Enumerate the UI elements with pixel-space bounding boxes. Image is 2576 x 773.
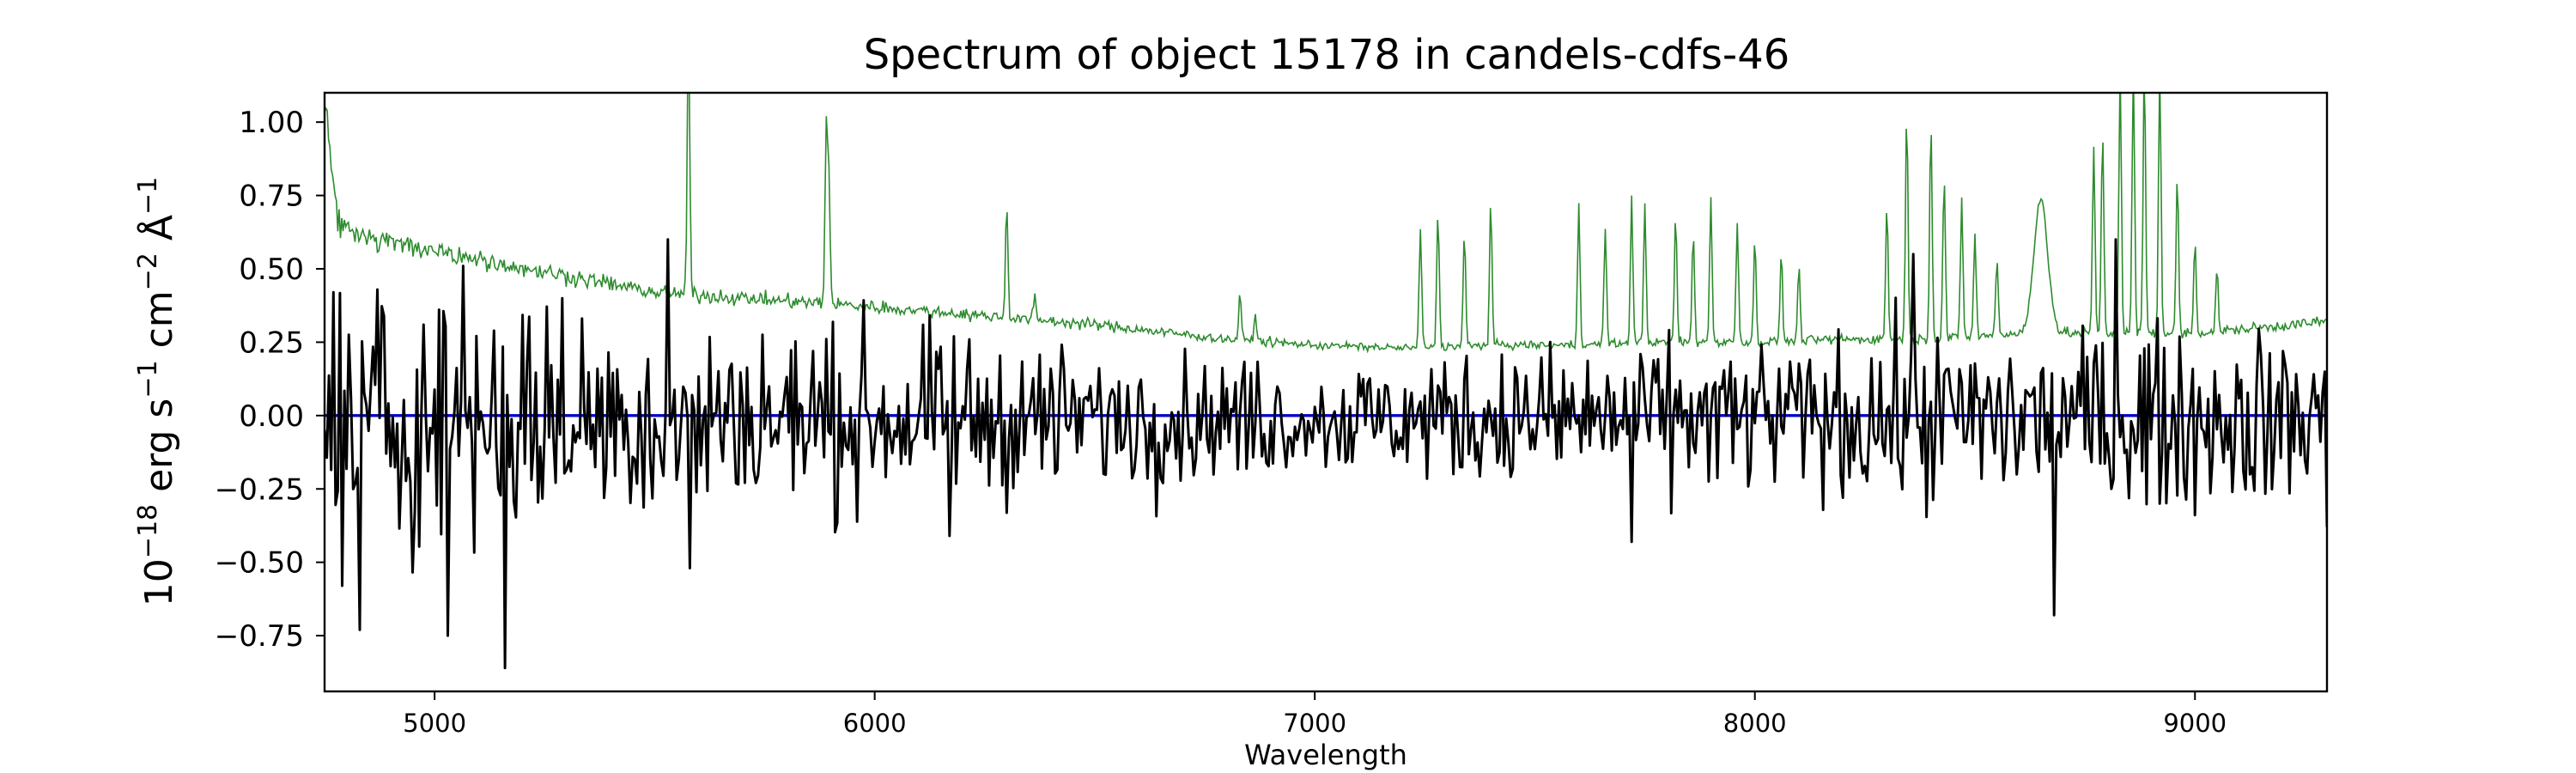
y-tick-label: 1.00: [239, 106, 304, 140]
x-tick-label: 6000: [843, 709, 907, 738]
y-tick-label: 0.75: [239, 180, 304, 214]
x-tick-label: 8000: [1723, 709, 1787, 738]
y-tick-label: −0.75: [215, 619, 304, 654]
x-tick-label: 7000: [1283, 709, 1346, 738]
axes-frame: [323, 91, 2329, 693]
y-tick-label: −0.50: [215, 546, 304, 581]
y-tick-label: 0.50: [239, 253, 304, 287]
series-layer: [325, 93, 2327, 670]
y-label-ang: Å: [136, 215, 181, 253]
x-tick-label: 9000: [2163, 709, 2227, 738]
y-tick-label: 0.00: [239, 399, 304, 434]
chart-title: Spectrum of object 15178 in candels-cdfs…: [864, 31, 1790, 79]
y-axis: −0.75 −0.50 −0.25 0.00 0.25 0.50 0.75 1.00: [215, 106, 325, 654]
flux-spectrum-line: [325, 238, 2327, 670]
y-label-exp-base: −18: [133, 504, 163, 558]
y-label-exp-ang: −1: [133, 177, 163, 215]
y-label-erg: erg s: [137, 399, 181, 504]
x-tick-label: 5000: [403, 709, 466, 738]
y-label-exp-cm: −2: [133, 253, 163, 290]
y-tick-label: −0.25: [215, 472, 304, 507]
y-label-cm: cm: [137, 290, 181, 360]
x-axis-label: Wavelength: [1244, 739, 1407, 771]
y-label-base: 10: [137, 558, 181, 606]
y-axis-label: 10−18 erg s−1 cm−2 Å−1: [133, 177, 181, 606]
y-tick-label: 0.25: [239, 326, 304, 360]
y-label-exp-s: −1: [133, 360, 163, 398]
plot-area: [323, 91, 2329, 693]
x-axis: 5000 6000 7000 8000 9000: [403, 691, 2227, 738]
error-spectrum-line: [325, 93, 2327, 354]
